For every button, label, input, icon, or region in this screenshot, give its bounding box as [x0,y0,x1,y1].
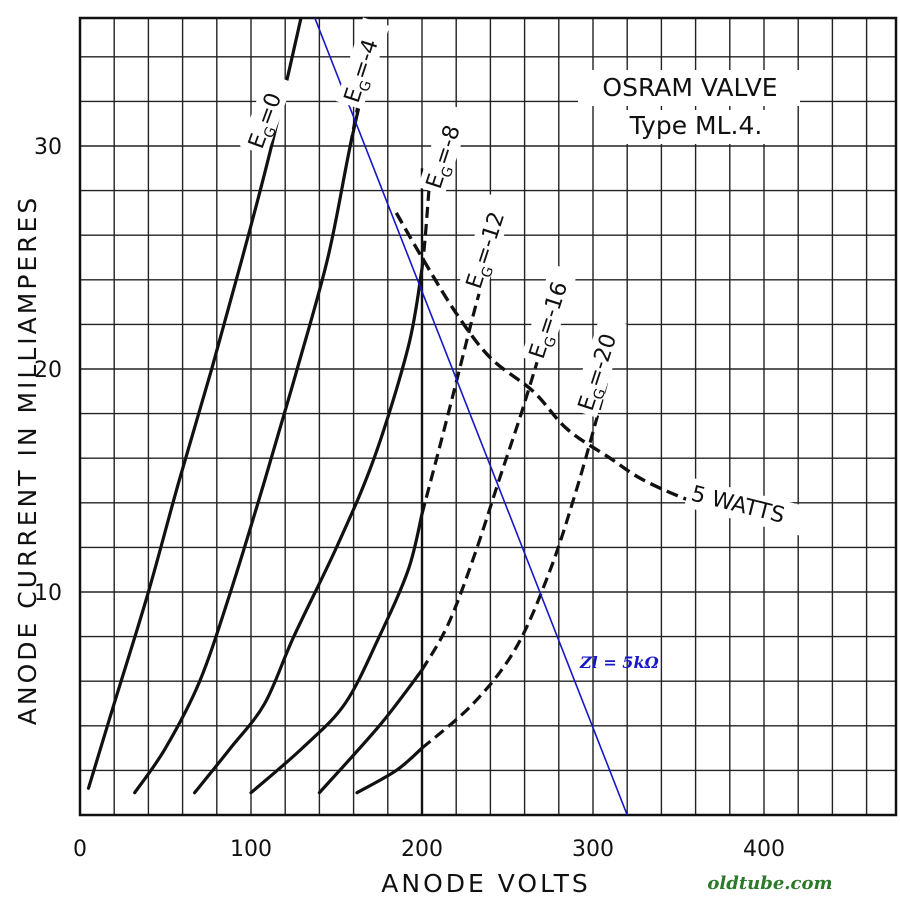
curve-label-background [417,103,472,196]
curve-label-background [335,17,390,110]
x-tick-label: 400 [743,837,785,862]
curve-eg0 [86,18,303,790]
chart-title: OSRAM VALVE [602,73,777,102]
curve-extension-eg-16 [420,346,544,671]
dissipation-label-background [684,477,828,541]
chart-subtitle: Type ML.4. [629,111,763,140]
y-axis-label: ANODE CURRENT IN MILLIAMPERES [13,195,42,725]
curve-label-background [520,263,578,366]
axis-ticks: 0 100 200 300 400 10 20 30 [34,135,785,862]
y-tick-label: 20 [34,358,62,383]
curve-label-subscript: G [261,125,280,141]
curve-label-background [239,72,293,156]
curve-eg-12 [249,512,424,795]
x-axis-label: ANODE VOLTS [381,869,590,898]
title-background [578,70,800,106]
curve-label-subscript: G [357,79,376,94]
curve-label-group: EG=-8 [417,103,472,196]
load-line-label: Zl = 5kΩ [579,653,660,672]
curve-eg-4 [133,55,373,795]
y-tick-label: 10 [34,581,62,606]
curve-eg-8 [193,267,424,795]
curves [86,18,748,815]
x-tick-label: 0 [73,837,87,862]
curve-label-subscript: G [591,387,610,402]
curve-extension-eg-20 [420,368,612,750]
credit-text: oldtube.com [707,873,832,894]
dissipation-curve [394,212,748,521]
title-block: OSRAM VALVE Type ML.4. [578,70,800,144]
curve-label-subscript: G [479,265,498,280]
curve-extension-eg-4 [348,56,369,147]
curve-label-group: EG=-16 [520,263,578,366]
x-tick-label: 300 [572,837,614,862]
load-line [313,18,628,815]
curve-eg-20 [355,746,424,795]
curve-eg-16 [317,668,424,795]
x-tick-label: 200 [401,837,443,862]
grid [80,18,896,815]
plot-frame [78,16,898,817]
subtitle-background [610,110,780,144]
curve-label-subscript: G [439,165,458,180]
curve-label-subscript: G [542,335,561,350]
x-tick-label: 100 [230,837,272,862]
curve-label-background [569,315,627,418]
curve-label-background [457,193,515,296]
y-tick-label: 30 [34,135,62,160]
